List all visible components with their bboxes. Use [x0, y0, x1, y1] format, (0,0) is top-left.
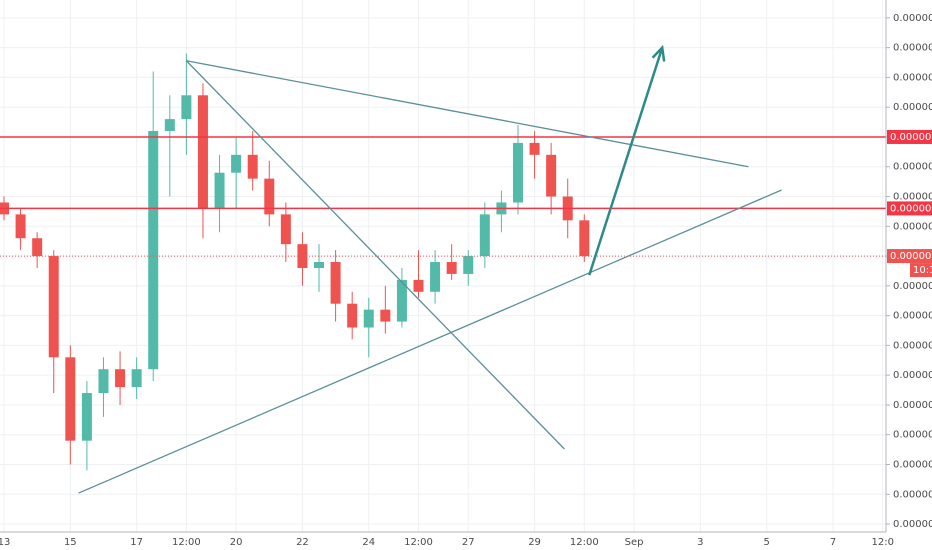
y-tick-label: 0.00000220 — [893, 162, 932, 173]
y-tick-label: 0.00000175 — [893, 430, 932, 441]
candle-body — [529, 142, 540, 155]
candle-body — [380, 309, 391, 322]
plot-area — [0, 44, 886, 494]
candle-body — [347, 303, 358, 328]
x-tick-label: 12:00 — [172, 537, 201, 548]
x-tick-label: 12:0 — [872, 537, 894, 548]
x-tick-label: 22 — [296, 537, 309, 548]
x-tick-label: 7 — [830, 537, 836, 548]
candle-body — [446, 262, 457, 274]
x-tick-label: 13 — [0, 537, 10, 548]
candle-body — [197, 95, 208, 209]
candle-body — [430, 262, 441, 292]
y-tick-label: 0.00000190 — [893, 340, 932, 351]
candle-body — [181, 95, 192, 120]
y-tick-label: 0.00000235 — [893, 72, 932, 83]
last-price-box — [887, 249, 932, 264]
y-tick-label: 0.00000210 — [893, 221, 932, 232]
y-tick-label: 0.00000160 — [893, 519, 932, 530]
trend-line — [78, 189, 782, 494]
x-tick-label: 12:00 — [404, 537, 433, 548]
candle-body — [264, 178, 275, 215]
x-tick-label: 27 — [462, 537, 475, 548]
y-tick-label: 0.00000215 — [893, 192, 932, 203]
y-tick-label: 0.00000185 — [893, 370, 932, 381]
countdown-label: 10:14 — [913, 265, 932, 276]
candle-body — [65, 357, 76, 441]
candle-body — [512, 142, 523, 203]
y-tick-label: 0.00000165 — [893, 489, 932, 500]
x-tick-label: 5 — [763, 537, 769, 548]
candle-body — [115, 369, 126, 388]
x-tick-label: 17 — [130, 537, 143, 548]
y-tick-label: 0.00000180 — [893, 400, 932, 411]
candle-body — [479, 214, 490, 257]
price-label: 0.00000213 — [890, 203, 932, 214]
candle-body — [330, 262, 341, 304]
candle-body — [48, 256, 59, 358]
last-price-label: 0.00000205 — [890, 251, 932, 262]
candle-body — [148, 131, 159, 370]
candle-body — [280, 214, 291, 245]
y-tick-label: 0.00000200 — [893, 281, 932, 292]
candle-body — [463, 256, 474, 274]
x-tick-label: 20 — [230, 537, 243, 548]
arrow-head — [651, 44, 666, 62]
x-tick-label: 3 — [697, 537, 703, 548]
price-label: 0.00000225 — [890, 132, 932, 143]
x-tick-label: 15 — [64, 537, 77, 548]
price-label-box — [887, 201, 932, 216]
candle-body — [98, 369, 109, 394]
candle-body — [81, 393, 92, 441]
x-tick-label: 29 — [528, 537, 541, 548]
candle-body — [396, 279, 407, 322]
price-label-box — [887, 129, 932, 144]
x-tick-label: 12:00 — [570, 537, 599, 548]
countdown-box — [910, 263, 932, 278]
candle-body — [247, 154, 258, 179]
candle-body — [546, 154, 557, 197]
axes-layer: 0.00000160 0.00000165 0.00000170 0.00000175… — [0, 13, 932, 548]
candle-body — [164, 119, 175, 132]
y-tick-label: 0.00000230 — [893, 102, 932, 113]
candle-body — [131, 369, 142, 388]
candle-body — [314, 262, 325, 268]
trend-line — [186, 60, 749, 168]
candle-body — [214, 172, 225, 209]
candle-body — [231, 154, 242, 173]
candle-body — [579, 220, 590, 257]
y-tick-label: 0.00000195 — [893, 311, 932, 322]
candle-body — [363, 309, 374, 328]
y-tick-label: 0.00000170 — [893, 459, 932, 470]
trend-line — [185, 60, 565, 450]
x-tick-label: Sep — [625, 537, 644, 548]
y-tick-label: 0.00000240 — [893, 43, 932, 54]
x-tick-label: 24 — [362, 537, 375, 548]
trend-arrow — [588, 47, 664, 276]
candle-body — [32, 238, 43, 257]
y-tick-label: 0.00000245 — [893, 13, 932, 24]
candle-body — [15, 214, 26, 239]
candle-body — [413, 279, 424, 292]
candle-body — [297, 244, 308, 268]
